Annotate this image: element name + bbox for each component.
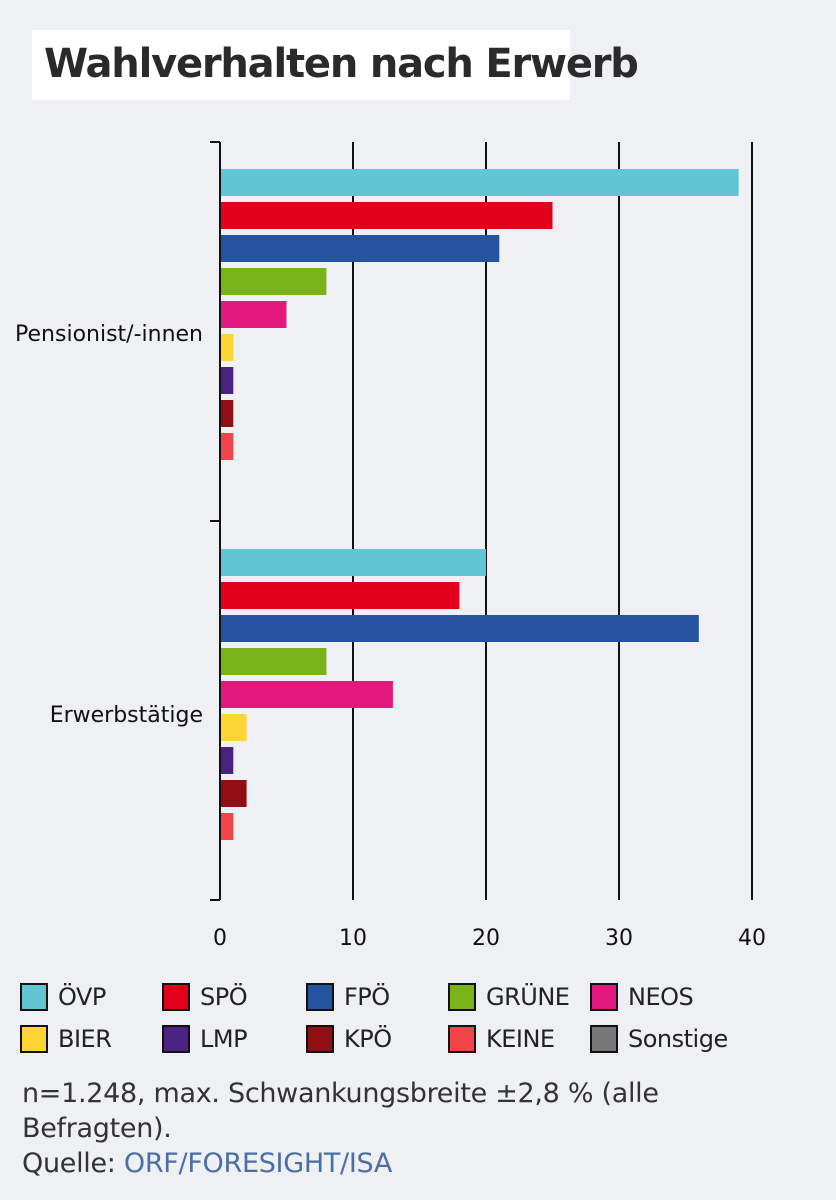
bar — [220, 615, 699, 642]
footer: n=1.248, max. Schwankungsbreite ±2,8 % (… — [22, 1076, 802, 1181]
bar — [220, 235, 500, 262]
legend-item: Sonstige — [590, 1022, 728, 1056]
legend-label: NEOS — [628, 983, 694, 1011]
chart-title: Wahlverhalten nach Erwerb — [44, 41, 639, 87]
legend-swatch — [20, 983, 48, 1011]
x-tick-label: 0 — [213, 926, 227, 951]
category-label: Pensionist/-innen — [15, 322, 203, 347]
legend-label: SPÖ — [200, 983, 248, 1011]
bar-chart: Pensionist/-innen Erwerbstätige 0 10 20 30 40 — [15, 141, 766, 951]
sample-note: n=1.248, max. Schwankungsbreite ±2,8 % (… — [22, 1078, 659, 1144]
category-label: Erwerbstätige — [50, 703, 203, 728]
bar — [220, 433, 234, 460]
title-box: Wahlverhalten nach Erwerb — [32, 30, 639, 100]
legend-item: LMP — [162, 1022, 248, 1056]
legend-swatch — [590, 983, 618, 1011]
legend-item: SPÖ — [162, 980, 248, 1014]
bar — [220, 301, 287, 328]
bar — [220, 813, 234, 840]
legend-item: ÖVP — [20, 980, 106, 1014]
legend-item: GRÜNE — [448, 980, 570, 1014]
legend-label: BIER — [58, 1025, 112, 1053]
bar — [220, 549, 486, 576]
legend-item: NEOS — [590, 980, 694, 1014]
bar — [220, 367, 234, 394]
bar — [220, 681, 393, 708]
legend: ÖVP SPÖ FPÖ GRÜNE NEOS BIER LMP KPÖ KEINE Sonstig… — [20, 978, 820, 1068]
x-tick-label: 30 — [605, 926, 633, 951]
legend-label: GRÜNE — [486, 983, 570, 1011]
x-tick-label: 40 — [738, 926, 766, 951]
legend-swatch — [162, 1025, 190, 1053]
legend-swatch — [590, 1025, 618, 1053]
legend-swatch — [20, 1025, 48, 1053]
legend-swatch — [306, 983, 334, 1011]
x-tick-label: 20 — [472, 926, 500, 951]
legend-label: KEINE — [486, 1025, 555, 1053]
legend-label: KPÖ — [344, 1025, 392, 1053]
legend-label: FPÖ — [344, 983, 390, 1011]
source-link[interactable]: ORF/FORESIGHT/ISA — [123, 1148, 393, 1179]
legend-item: FPÖ — [306, 980, 390, 1014]
bar — [220, 747, 234, 774]
bar — [220, 268, 327, 295]
legend-item: BIER — [20, 1022, 112, 1056]
bar — [220, 400, 234, 427]
legend-item: KEINE — [448, 1022, 555, 1056]
bar — [220, 169, 739, 196]
x-tick-label: 10 — [339, 926, 367, 951]
legend-swatch — [306, 1025, 334, 1053]
bar — [220, 648, 327, 675]
bar — [220, 202, 553, 229]
legend-label: LMP — [200, 1025, 248, 1053]
legend-swatch — [448, 983, 476, 1011]
source-label: Quelle: — [22, 1148, 124, 1179]
legend-swatch — [162, 983, 190, 1011]
legend-swatch — [448, 1025, 476, 1053]
legend-label: Sonstige — [628, 1025, 728, 1053]
legend-item: KPÖ — [306, 1022, 392, 1056]
bar — [220, 714, 247, 741]
legend-label: ÖVP — [58, 983, 106, 1011]
bar — [220, 334, 234, 361]
bar — [220, 582, 460, 609]
bar — [220, 780, 247, 807]
